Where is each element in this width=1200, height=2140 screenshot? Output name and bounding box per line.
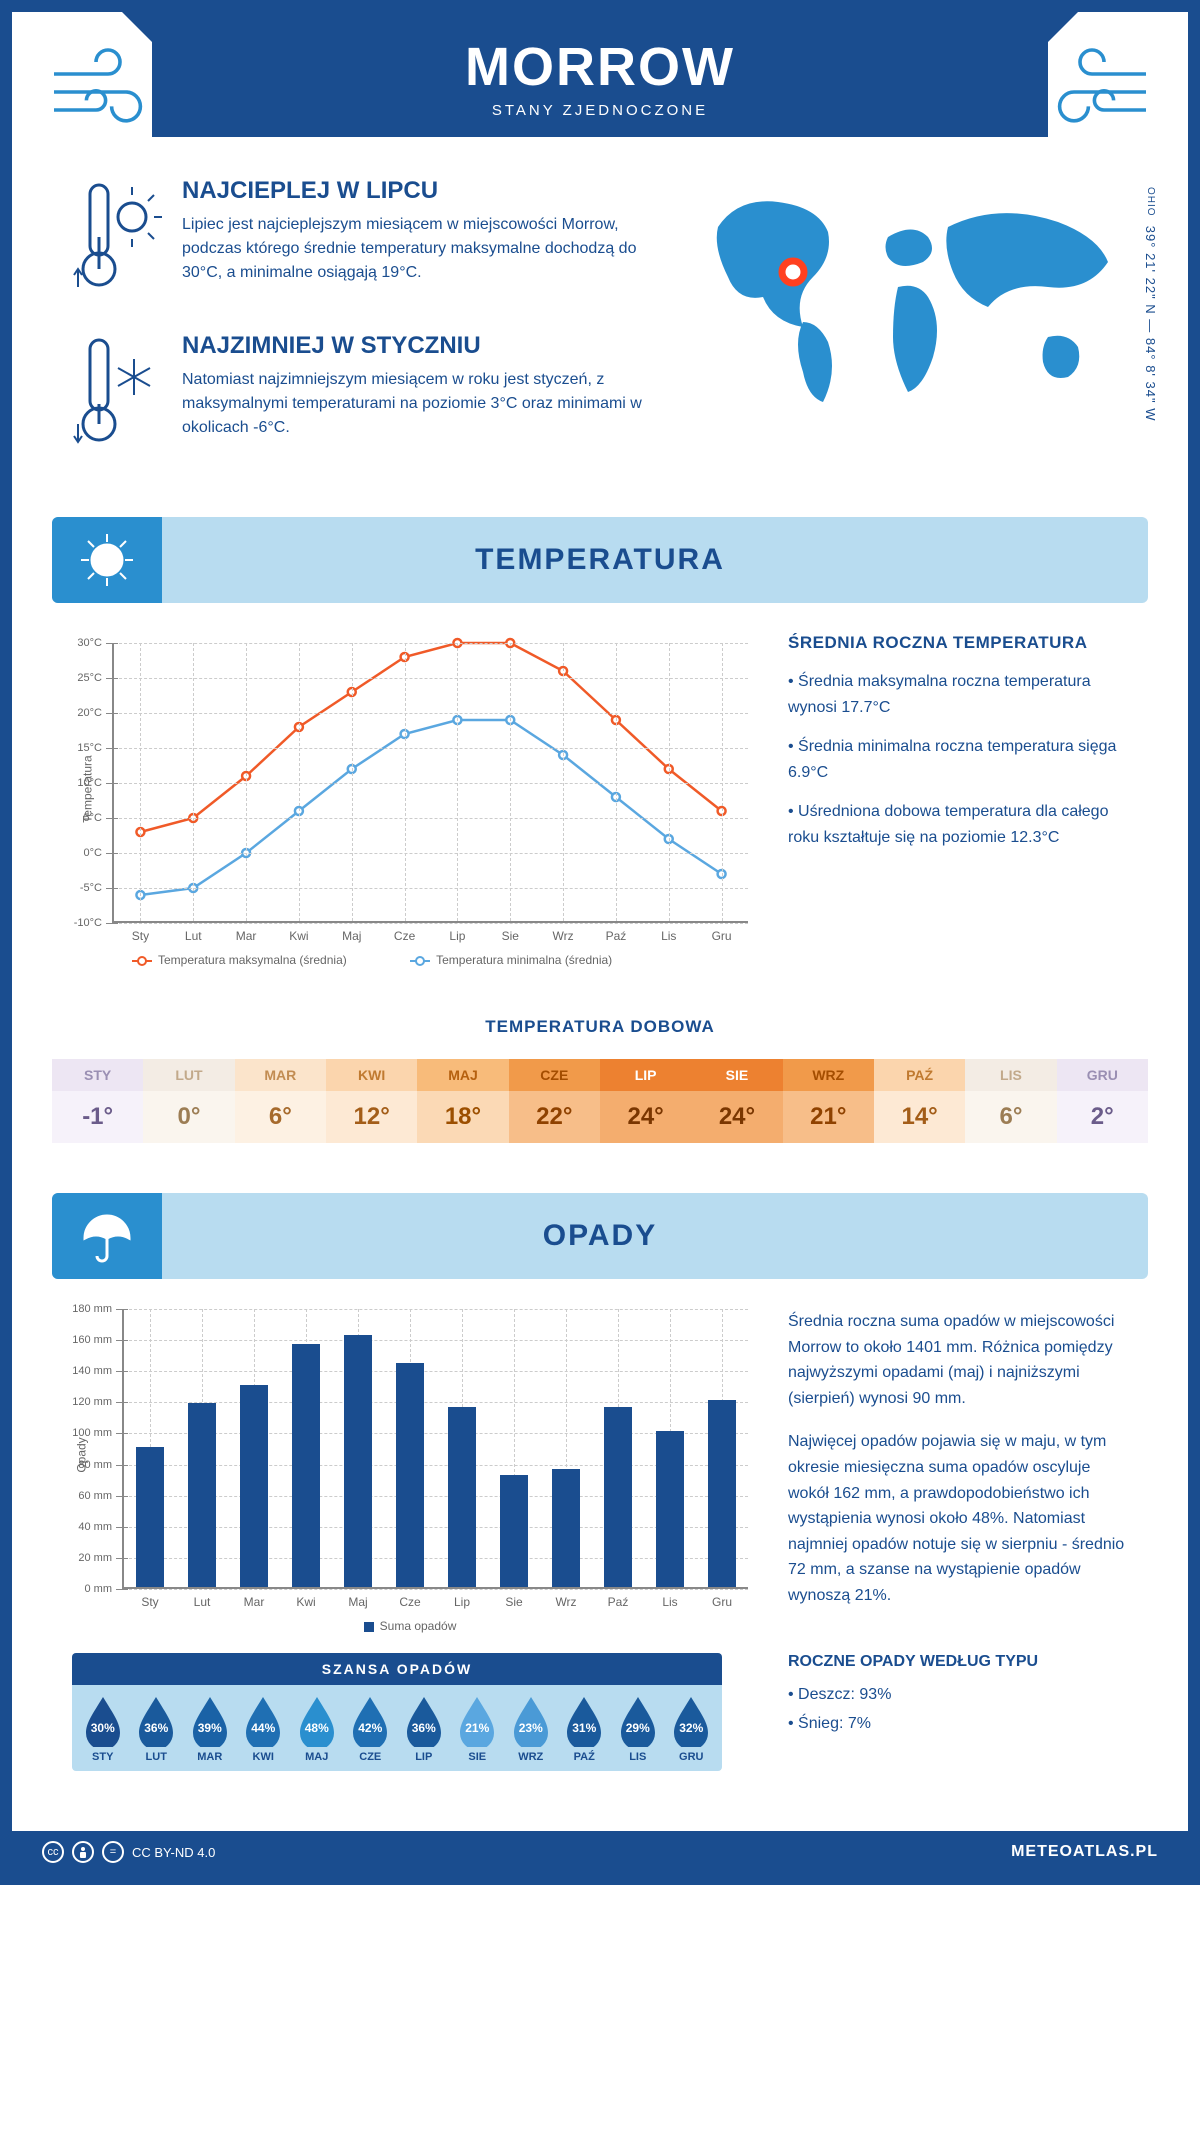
temp-cell: LIP24° — [600, 1049, 691, 1153]
precip-bar — [344, 1335, 372, 1587]
temperature-info: ŚREDNIA ROCZNA TEMPERATURA • Średnia mak… — [788, 633, 1128, 967]
temp-cell: LIS6° — [965, 1049, 1056, 1153]
thermometer-snow-icon — [72, 332, 162, 457]
chance-item: 29%LIS — [611, 1695, 665, 1763]
precip-bar — [552, 1469, 580, 1587]
temp-cell: SIE24° — [691, 1049, 782, 1153]
fact-warmest-text: Lipiec jest najcieplejszym miesiącem w m… — [182, 213, 648, 285]
temp-info-title: ŚREDNIA ROCZNA TEMPERATURA — [788, 633, 1128, 653]
precip-info: Średnia roczna suma opadów w miejscowośc… — [788, 1309, 1128, 1633]
facts-row: NAJCIEPLEJ W LIPCU Lipiec jest najcieple… — [12, 177, 1188, 517]
cc-icon: cc — [42, 1841, 64, 1863]
daily-temp-title: TEMPERATURA DOBOWA — [12, 1017, 1188, 1037]
chance-item: 48%MAJ — [290, 1695, 344, 1763]
temp-cell: STY-1° — [52, 1049, 143, 1153]
precip-bar — [656, 1431, 684, 1587]
temp-chart-legend: Temperatura maksymalna (średnia) Tempera… — [132, 953, 748, 967]
fact-warmest: NAJCIEPLEJ W LIPCU Lipiec jest najcieple… — [72, 177, 648, 302]
precip-type-item: • Śnieg: 7% — [788, 1710, 1128, 1739]
precip-para-2: Najwięcej opadów pojawia się w maju, w t… — [788, 1429, 1128, 1608]
location-title: MORROW — [152, 36, 1048, 98]
precip-bar — [188, 1403, 216, 1587]
precip-by-type: ROCZNE OPADY WEDŁUG TYPU • Deszcz: 93%• … — [788, 1653, 1128, 1739]
temp-bullet: • Średnia minimalna roczna temperatura s… — [788, 734, 1128, 785]
by-icon — [72, 1841, 94, 1863]
precip-bar — [500, 1475, 528, 1587]
footer: cc = CC BY-ND 4.0 METEOATLAS.PL — [12, 1831, 1188, 1873]
precip-type-item: • Deszcz: 93% — [788, 1681, 1128, 1710]
temperature-line-chart: Temperatura -10°C-5°C0°C5°C10°C15°C20°C2… — [72, 633, 748, 967]
section-precip: OPADY — [52, 1193, 1148, 1279]
chance-item: 23%WRZ — [504, 1695, 558, 1763]
wind-icon-right — [1038, 32, 1158, 152]
chance-item: 21%SIE — [451, 1695, 505, 1763]
temp-cell: KWI12° — [326, 1049, 417, 1153]
temp-bullet: • Średnia maksymalna roczna temperatura … — [788, 669, 1128, 720]
chance-item: 42%CZE — [344, 1695, 398, 1763]
precip-chart-legend: Suma opadów — [72, 1619, 748, 1633]
temp-cell: PAŹ14° — [874, 1049, 965, 1153]
temp-cell: LUT0° — [143, 1049, 234, 1153]
temp-cell: MAR6° — [235, 1049, 326, 1153]
chance-item: 32%GRU — [665, 1695, 719, 1763]
chance-item: 30%STY — [76, 1695, 130, 1763]
fact-warmest-title: NAJCIEPLEJ W LIPCU — [182, 177, 648, 205]
chance-of-precip: SZANSA OPADÓW 30%STY36%LUT39%MAR44%KWI48… — [72, 1653, 722, 1771]
temp-bullet: • Uśredniona dobowa temperatura dla całe… — [788, 799, 1128, 850]
umbrella-icon — [52, 1193, 162, 1279]
precip-bar — [292, 1344, 320, 1587]
page: MORROW STANY ZJEDNOCZONE NAJCIEPLEJ W LI… — [0, 0, 1200, 1885]
fact-coldest-text: Natomiast najzimniejszym miesiącem w rok… — [182, 368, 648, 440]
fact-coldest-title: NAJZIMNIEJ W STYCZNIU — [182, 332, 648, 360]
temp-cell: WRZ21° — [783, 1049, 874, 1153]
precip-bar — [604, 1407, 632, 1587]
world-map: OHIO 39° 21' 22" N — 84° 8' 34" W — [688, 177, 1128, 487]
chance-item: 39%MAR — [183, 1695, 237, 1763]
precip-bar-chart: Opady 0 mm20 mm40 mm60 mm80 mm100 mm120 … — [72, 1309, 748, 1633]
chance-item: 36%LUT — [130, 1695, 184, 1763]
precip-bar — [448, 1407, 476, 1587]
temp-cell: GRU2° — [1057, 1049, 1148, 1153]
thermometer-sun-icon — [72, 177, 162, 302]
section-temperature: TEMPERATURA — [52, 517, 1148, 603]
daily-temp-table: STY-1°LUT0°MAR6°KWI12°MAJ18°CZE22°LIP24°… — [52, 1049, 1148, 1153]
nd-icon: = — [102, 1841, 124, 1863]
chance-item: 36%LIP — [397, 1695, 451, 1763]
location-subtitle: STANY ZJEDNOCZONE — [152, 102, 1048, 119]
chance-item: 31%PAŹ — [558, 1695, 612, 1763]
precip-bar — [240, 1385, 268, 1587]
precip-bar — [396, 1363, 424, 1587]
fact-coldest: NAJZIMNIEJ W STYCZNIU Natomiast najzimni… — [72, 332, 648, 457]
site-name: METEOATLAS.PL — [1011, 1843, 1158, 1861]
header-banner: MORROW STANY ZJEDNOCZONE — [152, 12, 1048, 137]
coordinates: OHIO 39° 21' 22" N — 84° 8' 34" W — [1143, 187, 1158, 421]
sun-icon — [52, 517, 162, 603]
wind-icon-left — [42, 32, 162, 152]
precip-bar — [708, 1400, 736, 1587]
temp-cell: CZE22° — [509, 1049, 600, 1153]
temp-cell: MAJ18° — [417, 1049, 508, 1153]
license: cc = CC BY-ND 4.0 — [42, 1841, 215, 1863]
precip-bar — [136, 1447, 164, 1587]
chance-item: 44%KWI — [237, 1695, 291, 1763]
precip-para-1: Średnia roczna suma opadów w miejscowośc… — [788, 1309, 1128, 1411]
